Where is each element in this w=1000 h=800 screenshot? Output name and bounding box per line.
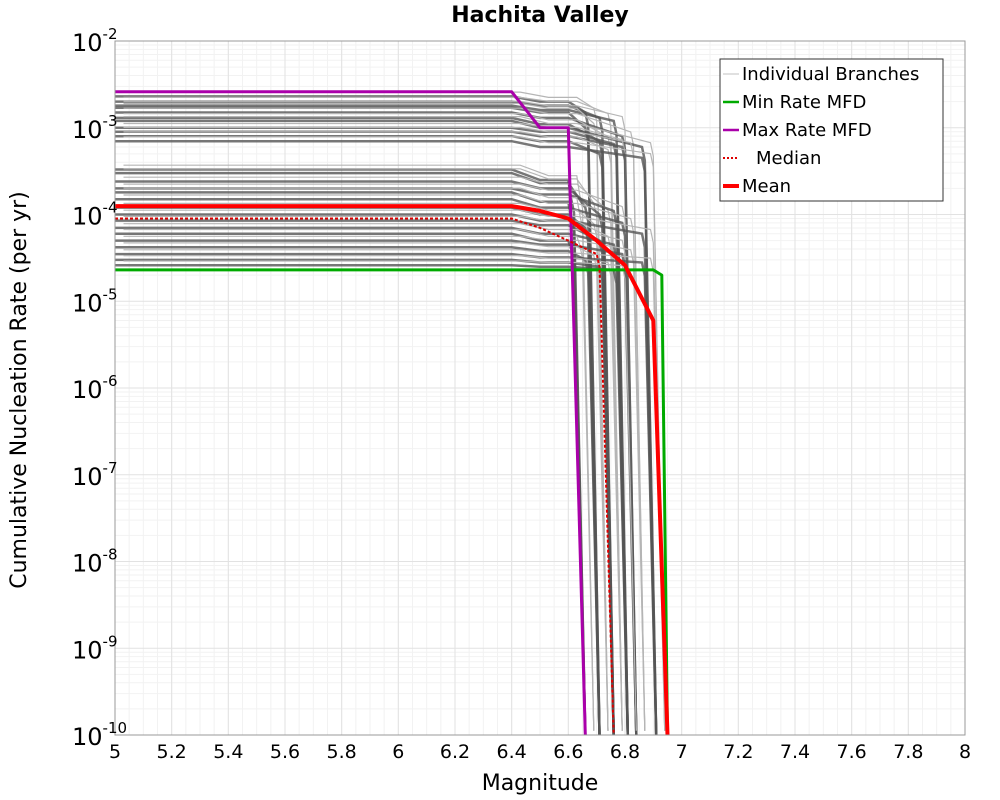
branch-line [115,191,587,736]
x-tick-label: 5.6 [270,741,300,763]
y-tick-label: 10-5 [72,285,118,317]
x-tick-label: 7.2 [723,741,753,763]
branch-line [115,197,638,736]
y-tick-labels: 10-2 10-3 10-4 10-5 10-6 10-7 10-8 10-9 10-10 [72,25,127,751]
summary-series [115,90,670,736]
legend-label: Median [756,148,821,169]
legend-label: Max Rate MFD [742,120,872,141]
x-tick-label: 6 [392,741,404,763]
x-axis-label: Magnitude [482,771,599,796]
branch-line-light [123,202,609,731]
series-min-rate-mfd [115,268,669,736]
chart-title: Hachita Valley [451,3,629,28]
y-tick-label: 10-2 [72,25,118,57]
branch-line [115,171,601,736]
branch-line-light [123,183,637,731]
y-tick-label: 10-3 [72,112,118,144]
y-tick-label: 10-10 [72,719,127,751]
y-tick-label: 10-9 [72,632,118,664]
x-tick-label: 7.6 [837,741,867,763]
x-tick-label: 5.8 [327,741,357,763]
branch-line-light [123,131,623,731]
series-median [115,217,615,736]
branch-line-light [123,164,595,731]
branch-line [115,245,601,736]
branch-line-light [123,176,623,731]
x-tick-label: 7 [676,741,688,763]
legend-label: Mean [742,176,791,197]
branch-line-light [123,215,623,731]
plot-frame [114,40,966,736]
x-tick-label: 5 [109,741,121,763]
y-tick-label: 10-6 [72,372,118,404]
x-tick-label: 5.4 [213,741,243,763]
legend-label: Min Rate MFD [742,92,866,113]
branch-line-light [123,136,666,731]
branch-line [115,264,630,736]
x-tick-label: 7.4 [780,741,810,763]
branch-line-light [123,112,623,731]
y-tick-label: 10-8 [72,546,118,578]
x-tick-label: 6.8 [610,741,640,763]
y-axis-label: Cumulative Nucleation Rate (per yr) [7,191,32,589]
x-tick-label: 6.4 [497,741,527,763]
legend-box [719,58,944,202]
series-mean [115,204,670,736]
branch-line-light [123,255,623,731]
legend: Individual Branches Min Rate MFD Max Rate … [719,58,944,202]
branch-line-light [123,115,666,731]
branch-line-light [123,260,637,731]
y-tick-label: 10-4 [72,199,118,231]
x-tick-label: 5.2 [157,741,187,763]
x-tick-label: 8 [959,741,971,763]
branch-line-light [123,235,646,731]
branch-line [115,252,658,736]
x-tick-label: 7.8 [893,741,923,763]
x-tick-labels: 5 5.2 5.4 5.6 5.8 6 6.2 6.4 6.6 6.8 7 7.2 7.4 7.6 7.8 8 [109,741,971,763]
branch-line-light [123,91,609,731]
branch-line [115,219,615,736]
branch-line-light [123,223,637,731]
branch-line [115,116,615,736]
branch-line-light [123,209,666,731]
x-tick-label: 6.6 [553,741,583,763]
y-tick-label: 10-7 [72,459,118,491]
branch-line-light [123,96,623,731]
branch-line-light [123,122,637,731]
series-max-rate-mfd [115,90,587,736]
x-tick-label: 6.2 [440,741,470,763]
legend-label: Individual Branches [742,64,919,85]
